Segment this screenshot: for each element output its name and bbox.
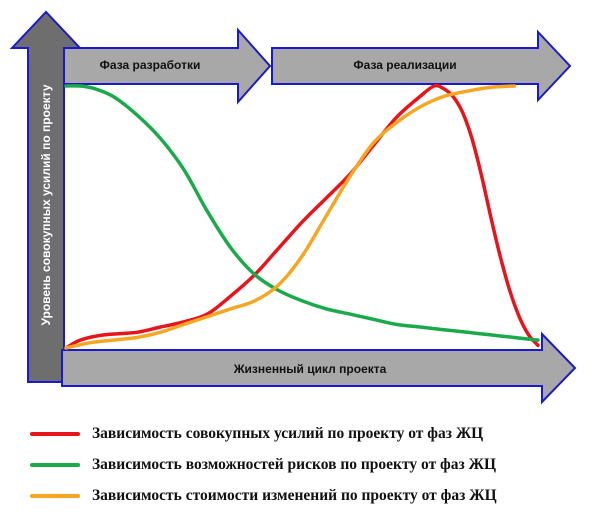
series-line-cost bbox=[64, 84, 517, 350]
legend-swatch-risk bbox=[30, 462, 80, 467]
legend-item-effort: Зависимость совокупных усилий по проекту… bbox=[30, 418, 590, 449]
legend-label-effort: Зависимость совокупных усилий по проекту… bbox=[92, 424, 484, 442]
series-line-effort bbox=[64, 83, 540, 350]
plot-area bbox=[64, 83, 540, 350]
y-axis-label: Уровень совокупных усилий по проекту bbox=[39, 84, 53, 325]
legend-label-risk: Зависимость возможностей рисков по проек… bbox=[92, 455, 497, 473]
legend-item-cost: Зависимость стоимости изменений по проек… bbox=[30, 480, 590, 511]
phase-label-implementation: Фаза реализации bbox=[353, 58, 456, 72]
legend-label-cost: Зависимость стоимости изменений по проек… bbox=[92, 486, 497, 504]
phase-label-development: Фаза разработки bbox=[100, 58, 201, 72]
phase-arrow-development bbox=[61, 27, 272, 105]
phase-arrow-implementation bbox=[271, 29, 572, 103]
x-axis-label: Жизненный цикл проекта bbox=[233, 362, 387, 376]
chart-legend: Зависимость совокупных усилий по проекту… bbox=[30, 418, 590, 511]
series-line-risk bbox=[64, 84, 540, 342]
legend-swatch-effort bbox=[30, 431, 80, 436]
legend-item-risk: Зависимость возможностей рисков по проек… bbox=[30, 449, 590, 480]
legend-swatch-cost bbox=[30, 493, 80, 498]
x-axis-arrow bbox=[61, 331, 577, 405]
y-axis-arrow bbox=[9, 10, 83, 383]
